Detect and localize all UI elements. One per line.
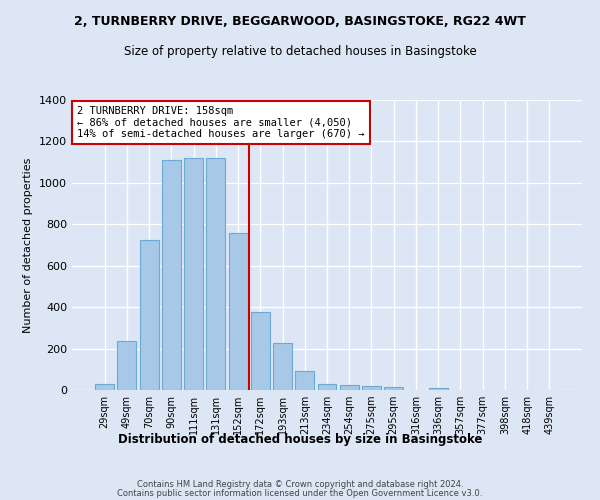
Y-axis label: Number of detached properties: Number of detached properties bbox=[23, 158, 34, 332]
Bar bbox=[384, 387, 403, 390]
Bar bbox=[295, 372, 314, 390]
Bar bbox=[162, 160, 181, 390]
Text: Distribution of detached houses by size in Basingstoke: Distribution of detached houses by size … bbox=[118, 432, 482, 446]
Bar bbox=[229, 232, 248, 390]
Text: Contains HM Land Registry data © Crown copyright and database right 2024.: Contains HM Land Registry data © Crown c… bbox=[137, 480, 463, 489]
Bar bbox=[118, 342, 136, 390]
Bar bbox=[317, 384, 337, 390]
Bar bbox=[340, 385, 359, 390]
Text: Contains public sector information licensed under the Open Government Licence v3: Contains public sector information licen… bbox=[118, 489, 482, 498]
Text: 2, TURNBERRY DRIVE, BEGGARWOOD, BASINGSTOKE, RG22 4WT: 2, TURNBERRY DRIVE, BEGGARWOOD, BASINGST… bbox=[74, 15, 526, 28]
Text: Size of property relative to detached houses in Basingstoke: Size of property relative to detached ho… bbox=[124, 45, 476, 58]
Bar bbox=[429, 388, 448, 390]
Bar bbox=[184, 158, 203, 390]
Bar bbox=[251, 312, 270, 390]
Bar bbox=[95, 384, 114, 390]
Bar bbox=[273, 344, 292, 390]
Text: 2 TURNBERRY DRIVE: 158sqm
← 86% of detached houses are smaller (4,050)
14% of se: 2 TURNBERRY DRIVE: 158sqm ← 86% of detac… bbox=[77, 106, 365, 139]
Bar bbox=[362, 386, 381, 390]
Bar bbox=[206, 158, 225, 390]
Bar bbox=[140, 240, 158, 390]
